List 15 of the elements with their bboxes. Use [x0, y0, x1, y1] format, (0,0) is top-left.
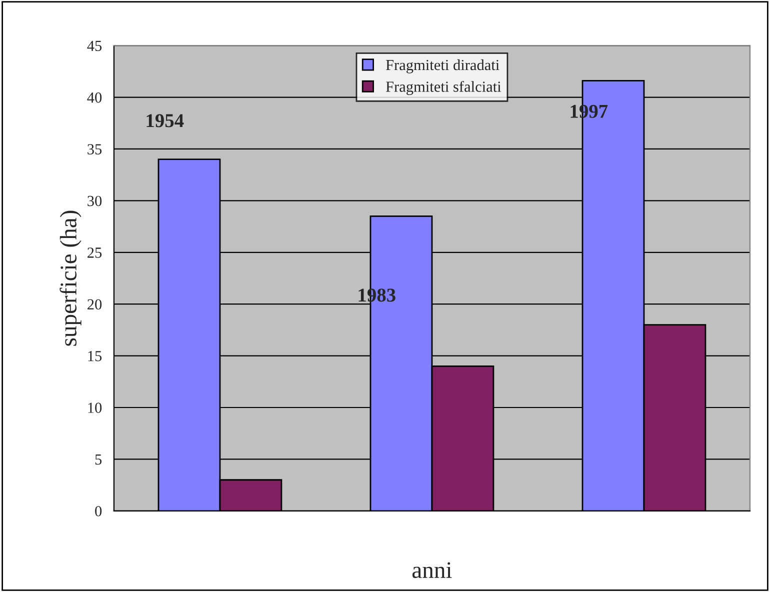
y-tick-label: 0: [95, 506, 102, 516]
y-axis-title: superficie (ha): [60, 210, 82, 346]
legend-label: Fragmiteti sfalciati: [386, 80, 502, 96]
y-tick-label: 30: [88, 196, 102, 206]
annotation: 1954: [146, 114, 184, 128]
y-tick-label: 45: [87, 40, 102, 52]
y-tick-label: 25: [88, 248, 102, 258]
y-tick-label: 40: [87, 92, 102, 103]
y-tick-label: 35: [88, 144, 102, 154]
y-tick-label: 5: [95, 454, 102, 465]
legend-label: Fragmiteti diradati: [386, 59, 500, 74]
y-tick-label: 20: [88, 299, 102, 310]
y-tick-label: 10: [88, 402, 102, 413]
y-tick-label: 15: [88, 351, 102, 362]
x-axis-title: anni: [412, 562, 452, 578]
